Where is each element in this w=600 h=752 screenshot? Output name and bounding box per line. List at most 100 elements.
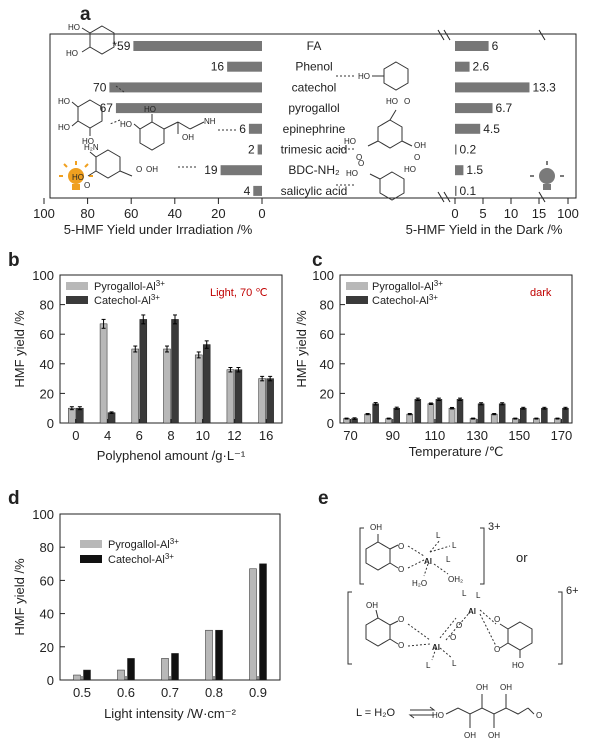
- bar: [131, 348, 140, 424]
- light-yield-bar: [220, 165, 262, 176]
- x-tick-label: 90: [385, 428, 399, 443]
- svg-text:L: L: [446, 555, 451, 564]
- svg-text:Catechol-Al3+: Catechol-Al3+: [372, 293, 438, 307]
- svg-text:O: O: [398, 641, 404, 650]
- svg-text:Al: Al: [432, 643, 440, 652]
- bar: [456, 399, 464, 424]
- y-tick-label: 20: [40, 640, 54, 655]
- compound-label: salicylic acid: [281, 184, 348, 198]
- light-yield-label: 4: [244, 184, 251, 198]
- dark-yield-label: 1.5: [466, 163, 483, 177]
- or-label: or: [516, 550, 528, 565]
- charge-3-plus: 3+: [488, 521, 501, 533]
- svg-text:H₂O: H₂O: [412, 579, 427, 588]
- compound-label: catechol: [292, 80, 337, 94]
- bar: [498, 403, 506, 424]
- svg-text:OH: OH: [476, 683, 488, 692]
- x-tick-label: 0: [72, 428, 79, 443]
- x-tick-label: 0.5: [73, 685, 91, 700]
- salicylic-acid-structure: HO O HO: [346, 159, 416, 201]
- bar: [202, 344, 211, 424]
- light-yield-bar: [109, 82, 263, 93]
- svg-text:HO: HO: [404, 165, 416, 174]
- light-yield-bar: [253, 185, 262, 196]
- y-tick-label: 80: [40, 540, 54, 555]
- complex-1-structure: OH O O L L Al L H₂O OH₂: [359, 523, 485, 588]
- svg-text:O: O: [456, 621, 462, 630]
- panel-d-legend: Pyrogallol-Al3+ Catechol-Al3+: [80, 537, 179, 566]
- x-tick-label: 4: [104, 428, 111, 443]
- bar: [364, 413, 371, 424]
- pyrogallol-structure: HO HO HO: [58, 97, 103, 146]
- panel-b-legend: Pyrogallol-Al3+ Catechol-Al3+: [66, 279, 165, 307]
- y-tick-label: 100: [32, 268, 54, 283]
- y-tick-label: 100: [312, 268, 334, 283]
- y-tick-label: 0: [47, 416, 54, 431]
- panel-a-frame: [49, 33, 577, 199]
- bar: [435, 399, 443, 424]
- dark-yield-label: 2.6: [473, 60, 490, 74]
- svg-text:OH: OH: [370, 523, 382, 532]
- y-tick-label: 20: [40, 386, 54, 401]
- light-yield-label: 67: [100, 101, 114, 115]
- x-tick-label: 6: [136, 428, 143, 443]
- dark-yield-bar: [455, 144, 457, 155]
- bar: [562, 407, 569, 424]
- ligand-equation: L = H₂O: [356, 707, 395, 719]
- bar: [127, 658, 135, 681]
- x-tick-label: 0.6: [117, 685, 135, 700]
- panel-c-axes: [339, 274, 573, 424]
- charge-6-plus: 6+: [566, 585, 579, 597]
- svg-text:O: O: [136, 165, 142, 174]
- panel-a-left-xlabel: 5-HMF Yield under Irradiation /%: [64, 222, 253, 237]
- x-tick-label: 0.8: [205, 685, 223, 700]
- dark-yield-bar: [455, 123, 481, 134]
- svg-text:HO: HO: [358, 72, 370, 81]
- complex-2-structure: OH O O L L Al O O Al O O L L HO: [347, 589, 563, 670]
- svg-text:OH: OH: [414, 141, 426, 150]
- bar: [520, 407, 527, 424]
- panel-b-ylabel: HMF yield /%: [12, 310, 27, 388]
- y-tick-label: 20: [320, 386, 334, 401]
- y-tick-label: 40: [40, 357, 54, 372]
- compound-label: pyrogallol: [288, 101, 339, 115]
- panel-b-xlabel: Polyphenol amount /g·L⁻¹: [97, 448, 246, 463]
- light-yield-label: 19: [204, 163, 218, 177]
- bar: [490, 413, 498, 424]
- x-tick-label: 80: [80, 206, 94, 221]
- svg-text:O: O: [358, 159, 364, 168]
- dark-yield-label: 0.1: [460, 184, 477, 198]
- bar: [215, 629, 223, 681]
- light-yield-label: 2: [248, 143, 255, 157]
- y-tick-label: 40: [40, 607, 54, 622]
- svg-text:HO: HO: [346, 169, 358, 178]
- bar: [163, 348, 171, 424]
- panel-label-c: c: [312, 250, 323, 271]
- bar: [266, 378, 274, 424]
- svg-text:L: L: [452, 541, 457, 550]
- panel-b: b 0 20 40 60 80 100 0 4 6 8 10 12 16 HMF yield /% P…: [8, 250, 283, 463]
- phenol-structure: HO: [358, 61, 409, 91]
- bar: [541, 407, 548, 424]
- x-tick-label: 130: [466, 428, 488, 443]
- bar: [393, 407, 400, 424]
- y-tick-label: 80: [40, 298, 54, 313]
- x-tick-label: 5: [479, 206, 486, 221]
- bar: [414, 399, 422, 424]
- bar: [259, 563, 267, 681]
- light-yield-bar: [133, 41, 262, 51]
- svg-text:L: L: [426, 661, 431, 670]
- light-yield-bar: [227, 61, 262, 72]
- panel-label-a: a: [80, 4, 91, 25]
- svg-text:HO: HO: [58, 97, 70, 106]
- svg-text:HO: HO: [512, 661, 524, 670]
- y-tick-label: 40: [320, 357, 334, 372]
- dark-yield-bar: [455, 41, 489, 51]
- bar: [161, 658, 169, 681]
- bar: [73, 674, 81, 681]
- svg-text:HO: HO: [120, 120, 132, 129]
- svg-text:HO: HO: [386, 97, 398, 106]
- light-yield-label: 70: [93, 80, 107, 94]
- panel-label-b: b: [8, 250, 20, 271]
- x-tick-label: 100: [557, 206, 579, 221]
